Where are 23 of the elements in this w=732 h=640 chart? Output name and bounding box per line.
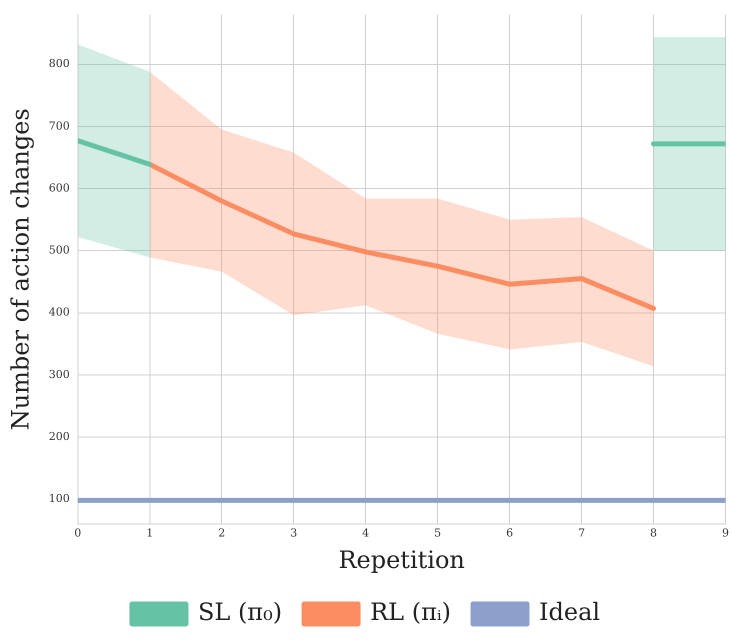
x-tick-label: 6	[506, 526, 514, 540]
y-tick-label: 100	[48, 492, 70, 506]
x-tick-label: 3	[290, 526, 298, 540]
x-tick-label: 5	[434, 526, 442, 540]
x-tick-label: 8	[650, 526, 658, 540]
legend-label: Ideal	[539, 598, 600, 626]
y-tick-label: 700	[48, 119, 70, 132]
y-tick-label: 500	[48, 244, 70, 257]
y-tick-label: 200	[48, 430, 70, 443]
x-tick-label: 2	[218, 526, 226, 540]
y-tick-label: 400	[48, 306, 70, 319]
x-tick-label: 0	[74, 526, 82, 540]
x-tick-label: 7	[578, 526, 586, 540]
legend-label: SL (π₀)	[198, 598, 282, 626]
y-tick-label: 800	[48, 57, 70, 70]
y-tick-label: 300	[48, 368, 70, 381]
x-tick-label: 9	[722, 526, 729, 540]
y-axis-title: Number of action changes	[6, 108, 35, 430]
x-tick-label: 1	[146, 526, 154, 540]
legend-label: RL (πᵢ)	[370, 598, 452, 626]
y-tick-label: 600	[48, 181, 70, 194]
x-axis-title: Repetition	[338, 546, 465, 574]
x-tick-label: 4	[362, 526, 370, 540]
